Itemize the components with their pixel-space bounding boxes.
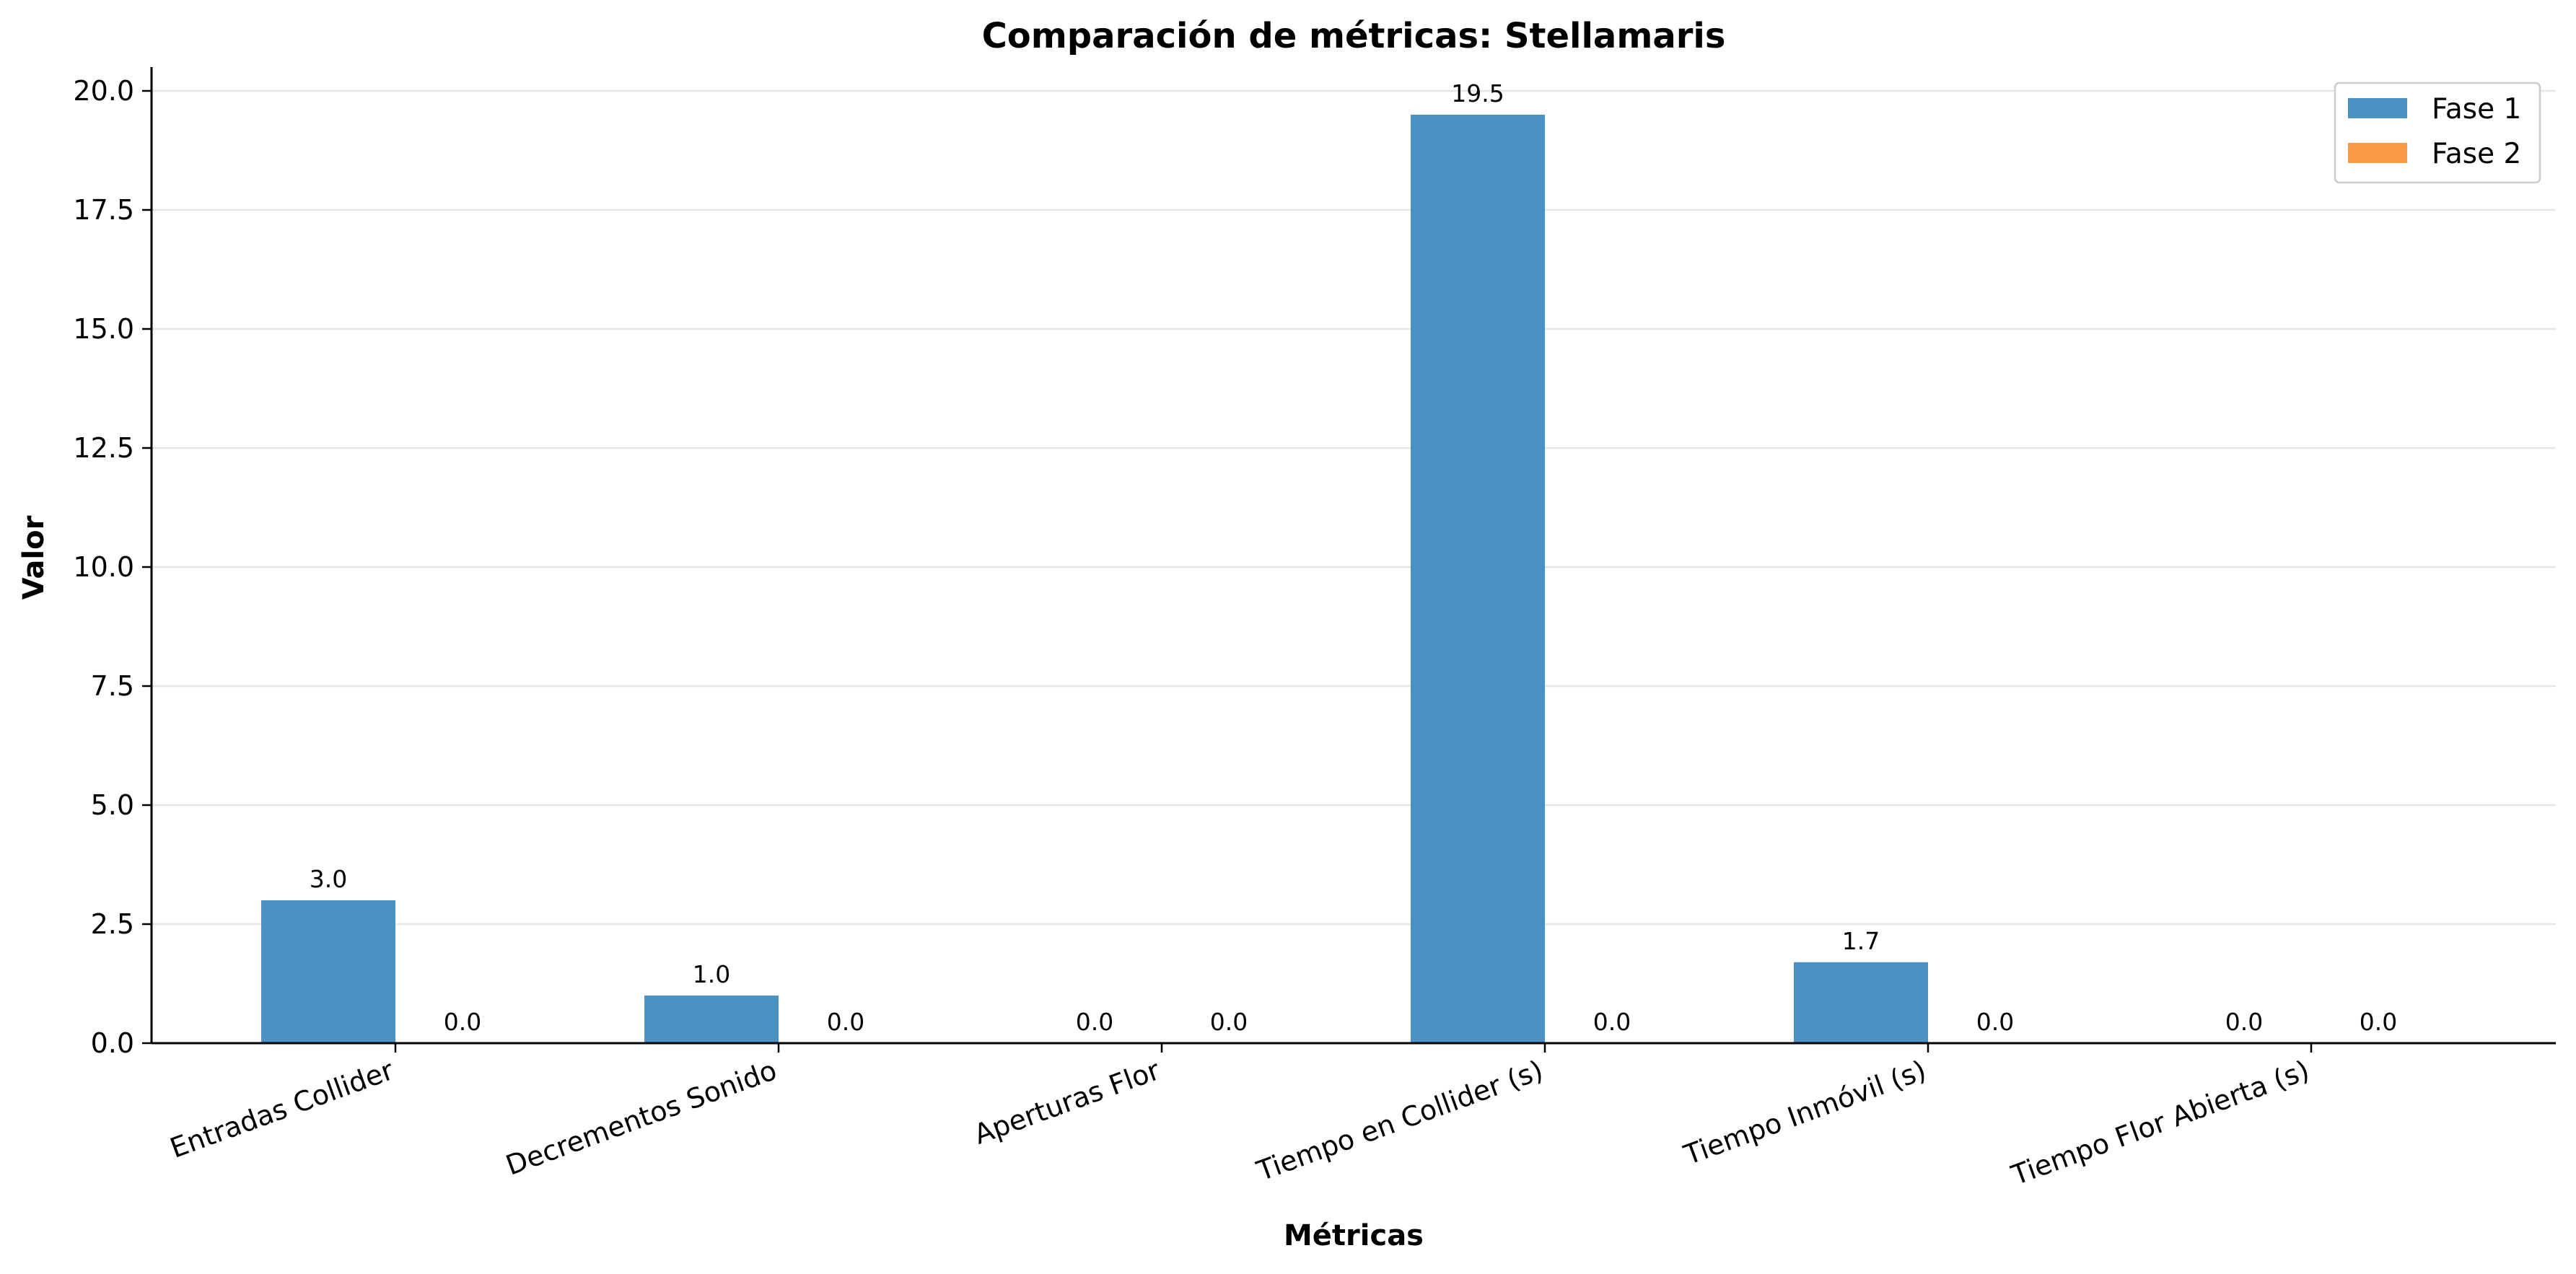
bar-fase-1	[1794, 962, 1928, 1043]
chart-title: Comparación de métricas: Stellamaris	[982, 16, 1726, 56]
grid-lines	[152, 89, 2556, 1045]
legend-label: Fase 1	[2432, 93, 2521, 126]
bar-fase-1	[1411, 115, 1545, 1043]
y-tick-label: 17.5	[73, 194, 134, 226]
legend-label: Fase 2	[2432, 138, 2521, 170]
legend: Fase 1 Fase 2	[2334, 82, 2541, 184]
bar-value-label: 0.0	[1210, 1008, 1248, 1036]
y-tick-label: 12.5	[73, 432, 134, 464]
axes	[150, 67, 2556, 1045]
bar-value-label: 0.0	[827, 1008, 864, 1036]
bar-value-labels: 3.0 0.0 1.0 0.0 0.0 0.0 19.5 0.0 1.7 0.0 0.0 0.0	[310, 79, 2397, 1036]
bar-value-label: 0.0	[444, 1008, 481, 1036]
x-tick-label: Aperturas Flor	[970, 1054, 1164, 1151]
x-tick-label: Tiempo en Collider (s)	[1252, 1054, 1547, 1187]
x-axis-ticks: Entradas Collider Decrementos Sonido Apert…	[166, 1043, 2313, 1192]
bar-value-label: 0.0	[1976, 1008, 2014, 1036]
bar-fase-1	[644, 996, 779, 1043]
x-tick-label: Decrementos Sonido	[501, 1054, 781, 1182]
y-tick-label: 0.0	[91, 1027, 134, 1059]
y-tick-label: 15.0	[73, 313, 134, 345]
x-tick-label: Tiempo Inmóvil (s)	[1679, 1054, 1930, 1171]
bar-value-label: 19.5	[1451, 79, 1504, 107]
y-tick-label: 20.0	[73, 75, 134, 107]
bars	[261, 115, 1928, 1043]
bar-value-label: 3.0	[310, 865, 347, 893]
y-tick-label: 7.5	[91, 670, 134, 702]
x-tick-label: Entradas Collider	[166, 1054, 398, 1164]
x-axis-label: Métricas	[1284, 1219, 1424, 1252]
bar-fase-1	[261, 900, 395, 1043]
bar-value-label: 0.0	[2225, 1008, 2263, 1036]
bar-value-label: 1.0	[693, 960, 730, 988]
y-tick-label: 2.5	[91, 908, 134, 940]
bar-value-label: 0.0	[1593, 1008, 1631, 1036]
bar-value-label: 1.7	[1842, 927, 1880, 955]
y-tick-label: 5.0	[91, 789, 134, 821]
bar-value-label: 0.0	[1076, 1008, 1113, 1036]
y-axis-label: Valor	[17, 515, 51, 599]
bar-value-label: 0.0	[2360, 1008, 2397, 1036]
x-tick-label: Tiempo Flor Abierta (s)	[2007, 1054, 2313, 1192]
y-axis-ticks: 0.0 2.5 5.0 7.5 10.0 12.5 15.0 17.5 20.0	[73, 75, 152, 1059]
y-tick-label: 10.0	[73, 551, 134, 583]
legend-swatch	[2348, 98, 2407, 118]
legend-swatch	[2348, 143, 2407, 163]
